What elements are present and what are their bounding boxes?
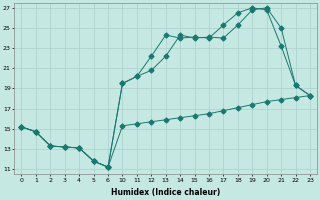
X-axis label: Humidex (Indice chaleur): Humidex (Indice chaleur) — [111, 188, 220, 197]
